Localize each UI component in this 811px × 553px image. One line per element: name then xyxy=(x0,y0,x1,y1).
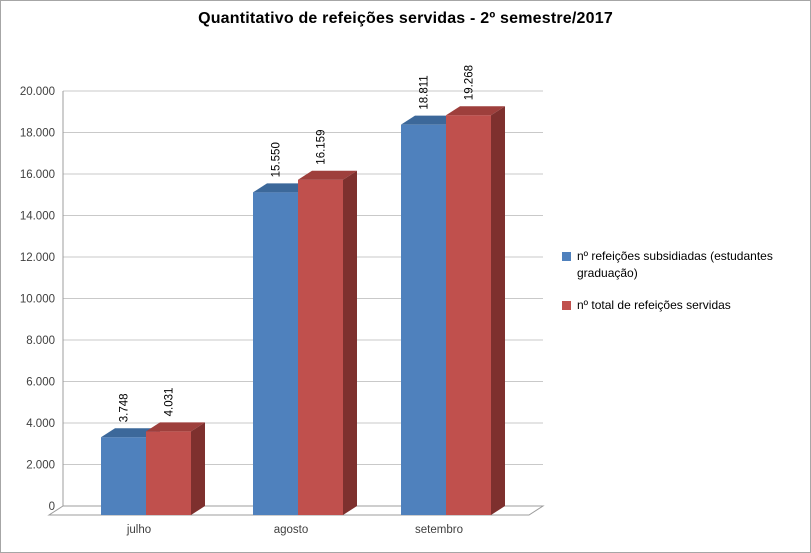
legend-swatch-red xyxy=(562,301,571,310)
x-category-label: julho xyxy=(126,524,151,536)
y-tick-label: 18.000 xyxy=(20,128,55,140)
data-label: 15.550 xyxy=(271,142,283,177)
bar-top xyxy=(146,422,205,432)
legend-item-total: nº total de refeições servidas xyxy=(562,297,804,314)
legend-label: nº refeições subsidiadas (estudantes gra… xyxy=(577,249,773,280)
bar-front xyxy=(401,124,446,515)
bar-top xyxy=(101,428,160,438)
y-tick-label: 10.000 xyxy=(20,294,55,306)
x-category-label: setembro xyxy=(415,524,463,536)
legend-label: nº total de refeições servidas xyxy=(577,298,731,312)
legend: nº refeições subsidiadas (estudantes gra… xyxy=(562,248,804,329)
bar-front xyxy=(146,431,191,515)
legend-swatch-blue xyxy=(562,252,571,261)
data-label: 16.159 xyxy=(316,130,328,165)
bar-top xyxy=(446,106,505,116)
y-tick-label: 16.000 xyxy=(20,169,55,181)
y-tick-label: 0 xyxy=(49,501,55,513)
data-label: 3.748 xyxy=(119,393,131,422)
x-category-label: agosto xyxy=(274,524,309,536)
bar-top xyxy=(401,115,460,125)
bar-side xyxy=(491,106,505,516)
bar-front xyxy=(101,437,146,515)
y-tick-label: 2.000 xyxy=(26,460,55,472)
y-tick-label: 8.000 xyxy=(26,335,55,347)
data-label: 4.031 xyxy=(164,388,176,417)
legend-item-subsidiadas: nº refeições subsidiadas (estudantes gra… xyxy=(562,248,804,282)
y-tick-label: 14.000 xyxy=(20,211,55,223)
bar-front xyxy=(253,192,298,515)
bar-side xyxy=(343,170,357,515)
bar-front xyxy=(446,115,491,516)
bar-top xyxy=(253,183,312,193)
data-label: 19.268 xyxy=(464,65,476,100)
y-tick-label: 4.000 xyxy=(26,418,55,430)
bar-side xyxy=(191,422,205,515)
y-tick-label: 6.000 xyxy=(26,377,55,389)
bar-top xyxy=(298,170,357,180)
data-label: 18.811 xyxy=(419,75,431,109)
y-tick-label: 12.000 xyxy=(20,252,55,264)
y-tick-label: 20.000 xyxy=(20,86,55,98)
chart-title: Quantitativo de refeições servidas - 2º … xyxy=(198,10,613,27)
bar-front xyxy=(298,179,343,515)
